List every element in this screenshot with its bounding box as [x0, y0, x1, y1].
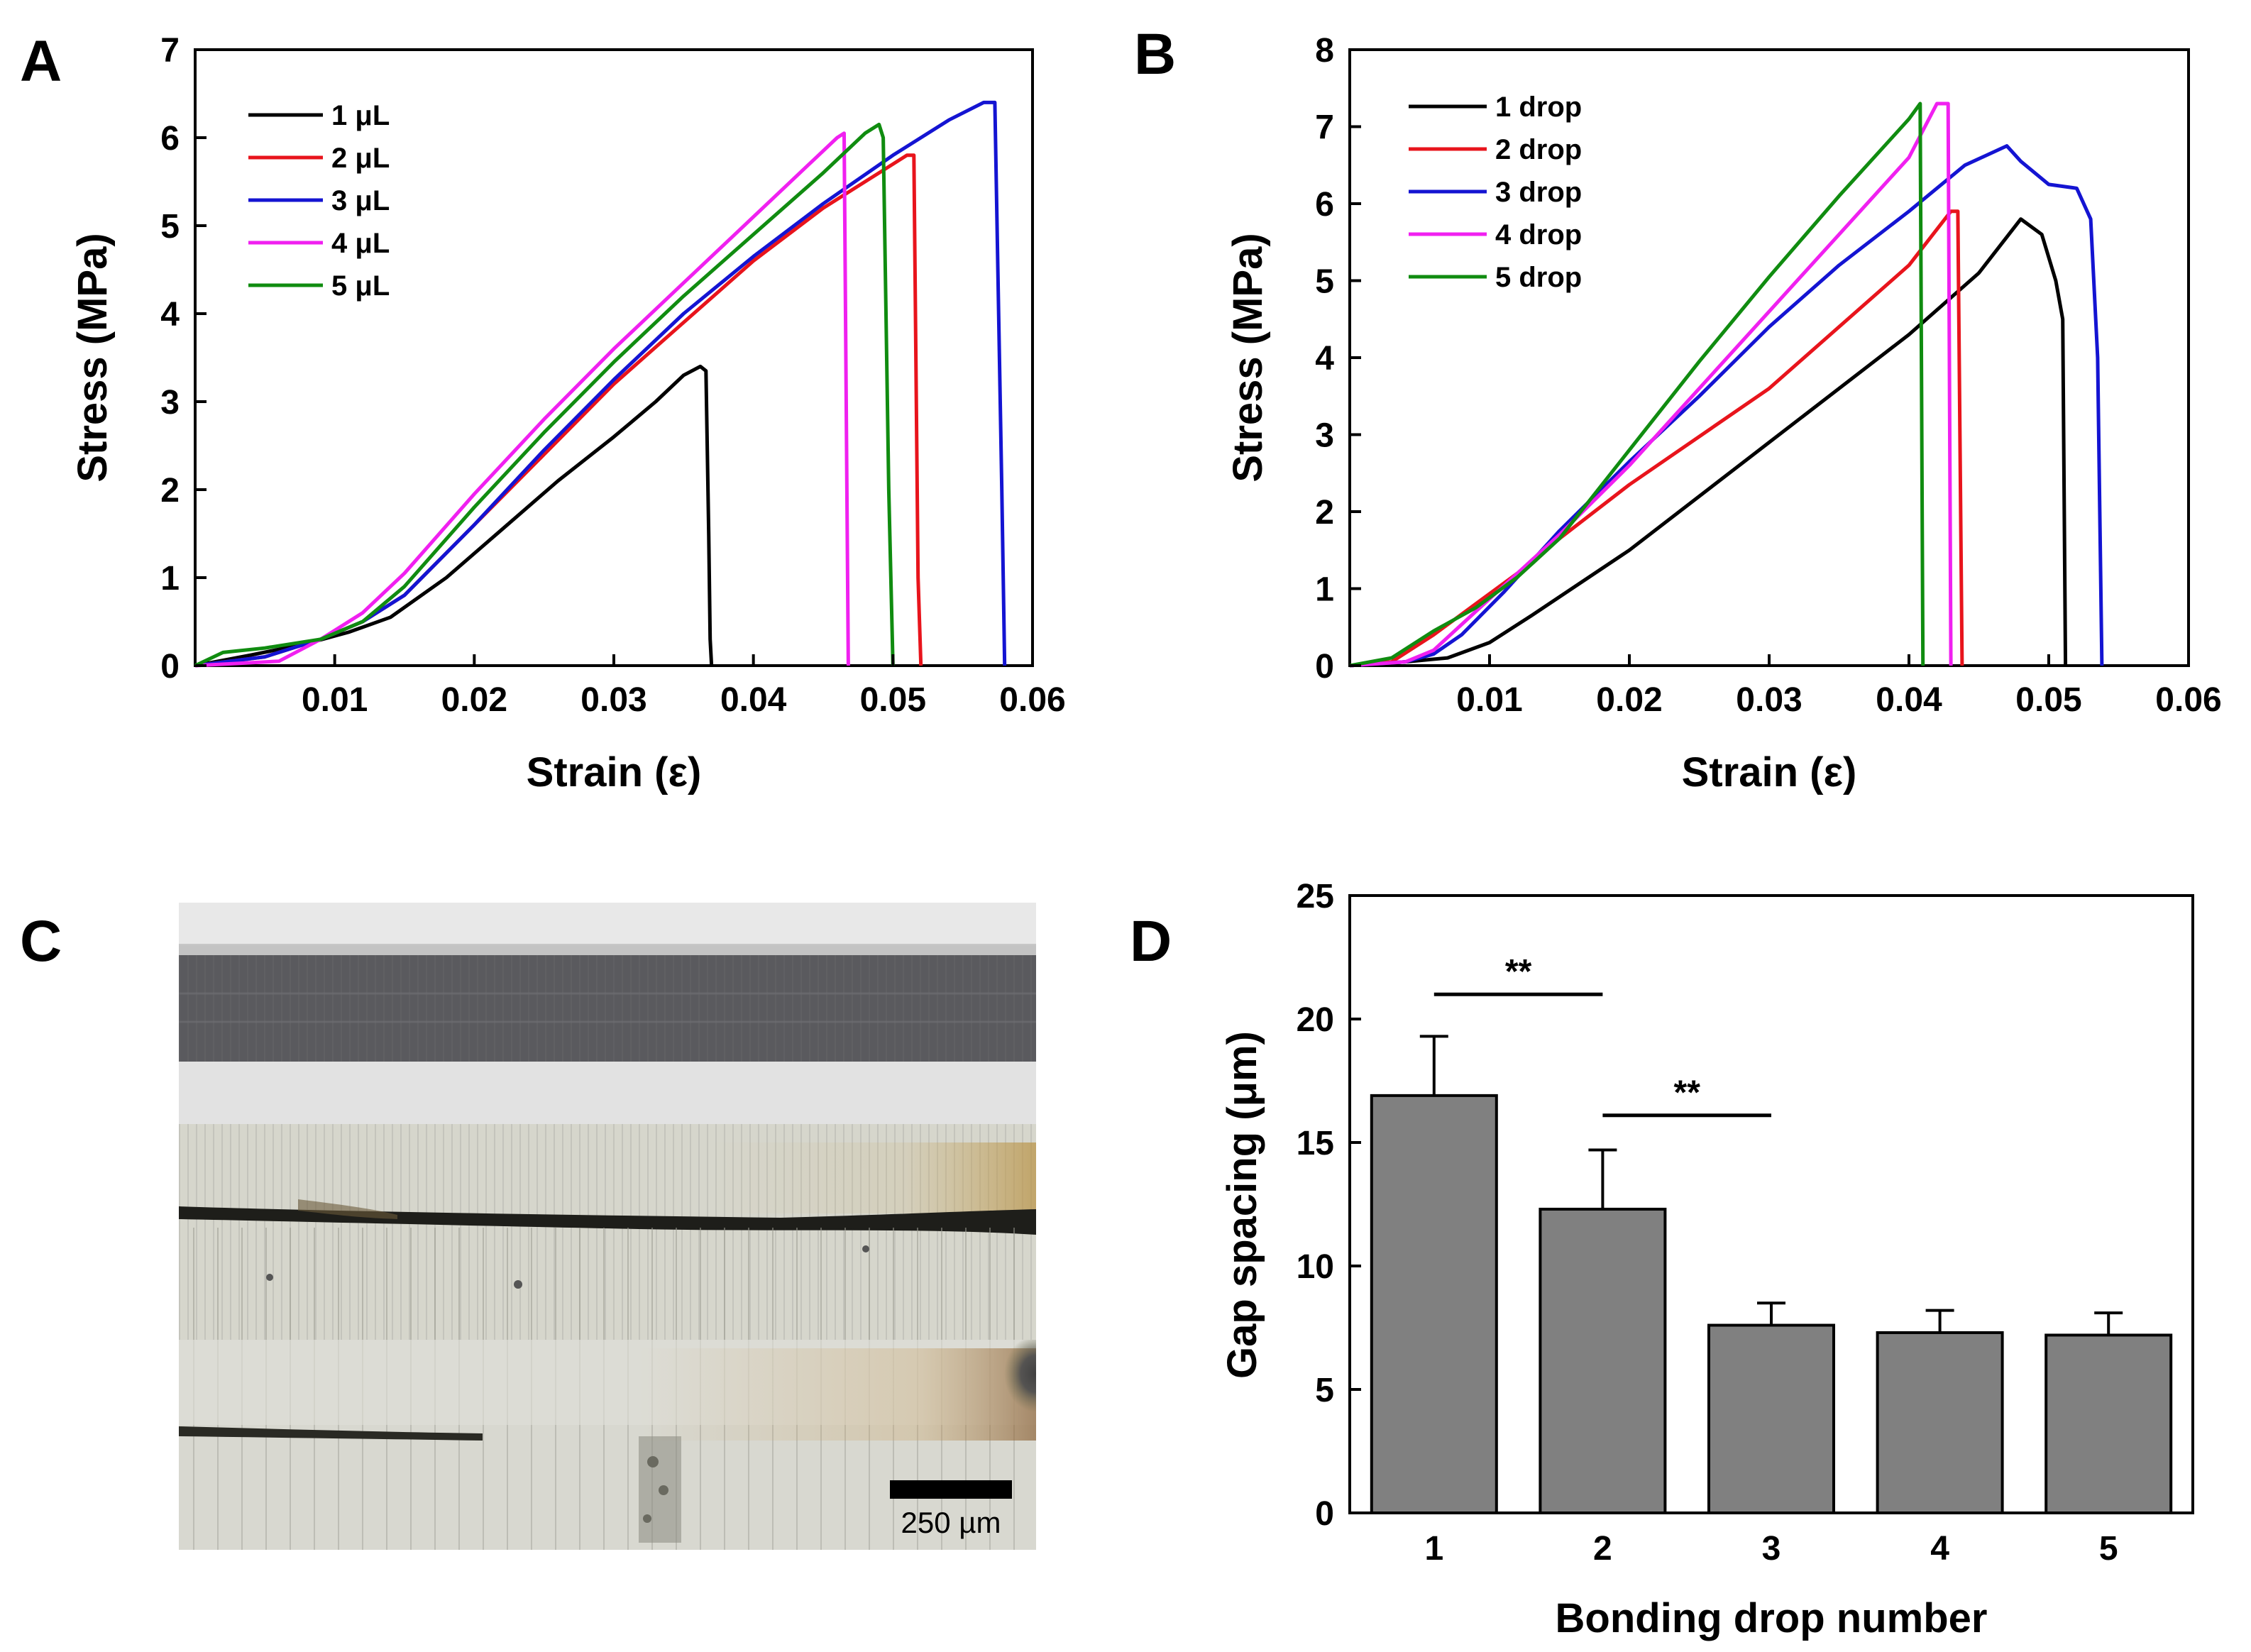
scale-bar-label: 250 µm — [901, 1506, 1001, 1539]
y-tick-label-b: 3 — [1315, 417, 1334, 455]
x-tick-label-b: 0.02 — [1596, 681, 1662, 719]
panel-letter-b: B — [1134, 22, 1176, 87]
series-group-b — [1349, 101, 2104, 668]
y-tick-label-d: 15 — [1297, 1125, 1334, 1162]
x-tick-label-a: 0.06 — [999, 681, 1065, 719]
legend-label-b-3: 3 drop — [1495, 177, 1582, 208]
x-tick-label-b: 0.06 — [2155, 681, 2221, 719]
x-tick-label-b: 0.01 — [1456, 681, 1522, 719]
x-axis-title-b: Strain (ε) — [1682, 749, 1857, 795]
y-tick-label-b: 4 — [1315, 340, 1334, 378]
series-line-a-2 — [194, 153, 923, 668]
axis-ticks-a: 0.01 0.02 0.03 0.04 0.05 0.06 0 1 2 3 4 5 6 7 — [160, 32, 1065, 719]
stress-strain-chart-b: 0.01 0.02 0.03 0.04 0.05 0.06 0 1 2 3 4 5 6 7 8 1 drop… — [1225, 32, 2222, 795]
x-axis-title-a: Strain (ε) — [527, 749, 702, 795]
y-tick-label-a: 0 — [160, 648, 180, 685]
x-axis-title-d: Bonding drop number — [1556, 1595, 1988, 1641]
x-tick-label-a: 0.04 — [720, 681, 787, 719]
panel-letter-d: D — [1130, 909, 1172, 974]
series-line-b-1 — [1349, 217, 2068, 668]
series-line-a-4 — [194, 131, 850, 668]
gap-spacing-bar-chart: 1 2 3 4 5 0 5 10 15 20 25 ** ** Bonding drop number… — [1219, 878, 2194, 1641]
series-line-b-5 — [1349, 101, 1925, 668]
series-line-a-5 — [194, 122, 895, 668]
panel-letter-a: A — [20, 29, 62, 94]
stress-strain-chart-a: 0.01 0.02 0.03 0.04 0.05 0.06 0 1 2 3 4 5 6 7 1 μL 2 μ… — [70, 32, 1066, 795]
legend-b: 1 drop 2 drop 3 drop 4 drop 5 drop — [1409, 92, 1582, 293]
y-tick-label-b: 1 — [1315, 571, 1334, 609]
series-line-b-4 — [1349, 101, 1953, 668]
micrograph-image: 250 µm — [179, 903, 1036, 1550]
y-tick-label-b: 8 — [1315, 32, 1334, 70]
y-tick-label-d: 5 — [1315, 1372, 1334, 1409]
x-tick-label-d: 3 — [1762, 1530, 1781, 1568]
axis-ticks-b: 0.01 0.02 0.03 0.04 0.05 0.06 0 1 2 3 4 5 6 7 8 — [1315, 32, 2221, 719]
legend-label-a-2: 2 μL — [331, 143, 390, 174]
x-tick-label-d: 2 — [1593, 1530, 1612, 1568]
y-tick-label-a: 4 — [160, 296, 180, 334]
x-tick-label-d: 4 — [1930, 1530, 1949, 1568]
y-axis-title-b: Stress (MPa) — [1225, 233, 1271, 482]
y-tick-label-b: 0 — [1315, 648, 1334, 685]
y-tick-label-d: 0 — [1315, 1495, 1334, 1533]
significance-annotations: ** ** — [1433, 953, 1771, 1118]
legend-label-b-1: 1 drop — [1495, 92, 1582, 123]
plot-frame-a — [194, 48, 1034, 667]
legend-a: 1 μL 2 μL 3 μL 4 μL 5 μL — [248, 100, 390, 302]
bar-3 — [1707, 1323, 1835, 1515]
y-tick-label-b: 5 — [1315, 263, 1334, 301]
x-tick-label-b: 0.05 — [2015, 681, 2081, 719]
x-tick-label-a: 0.05 — [860, 681, 926, 719]
x-tick-label-a: 0.03 — [580, 681, 646, 719]
significance-label: ** — [1505, 953, 1532, 991]
scale-bar — [890, 1480, 1012, 1499]
y-axis-title-d: Gap spacing (μm) — [1219, 1031, 1265, 1379]
y-tick-label-d: 25 — [1297, 878, 1334, 915]
significance-label: ** — [1674, 1074, 1701, 1112]
bar-2 — [1539, 1207, 1667, 1514]
y-tick-label-a: 3 — [160, 384, 180, 422]
y-axis-title-a: Stress (MPa) — [70, 233, 116, 482]
y-tick-label-a: 1 — [160, 560, 180, 598]
bar-5 — [2044, 1333, 2173, 1514]
series-line-b-2 — [1349, 209, 1964, 668]
y-tick-label-d: 10 — [1297, 1248, 1334, 1286]
legend-label-b-4: 4 drop — [1495, 219, 1582, 250]
legend-label-a-5: 5 μL — [331, 270, 390, 302]
y-tick-label-a: 2 — [160, 472, 180, 510]
y-tick-label-a: 6 — [160, 120, 180, 158]
x-tick-label-d: 5 — [2099, 1530, 2118, 1568]
bar-1 — [1370, 1094, 1498, 1514]
y-tick-label-b: 2 — [1315, 494, 1334, 532]
legend-label-a-3: 3 μL — [331, 185, 390, 216]
x-tick-label-b: 0.04 — [1876, 681, 1942, 719]
x-tick-label-d: 1 — [1424, 1530, 1443, 1568]
x-tick-label-a: 0.02 — [441, 681, 507, 719]
axis-ticks-d: 1 2 3 4 5 0 5 10 15 20 25 — [1297, 878, 2118, 1568]
legend-label-b-2: 2 drop — [1495, 134, 1582, 165]
x-tick-label-a: 0.01 — [302, 681, 368, 719]
y-tick-label-d: 20 — [1297, 1001, 1334, 1039]
panel-letter-c: C — [20, 909, 62, 974]
y-tick-label-a: 5 — [160, 208, 180, 246]
bars-group-d — [1370, 1035, 2173, 1515]
series-line-b-3 — [1349, 144, 2104, 668]
series-group-a — [194, 100, 1007, 668]
x-tick-label-b: 0.03 — [1736, 681, 1802, 719]
bar-4 — [1876, 1331, 2004, 1514]
y-tick-label-b: 7 — [1315, 109, 1334, 147]
legend-label-a-4: 4 μL — [331, 228, 390, 259]
y-tick-label-a: 7 — [160, 32, 180, 70]
legend-label-b-5: 5 drop — [1495, 262, 1582, 293]
legend-label-a-1: 1 μL — [331, 100, 390, 131]
y-tick-label-b: 6 — [1315, 186, 1334, 224]
